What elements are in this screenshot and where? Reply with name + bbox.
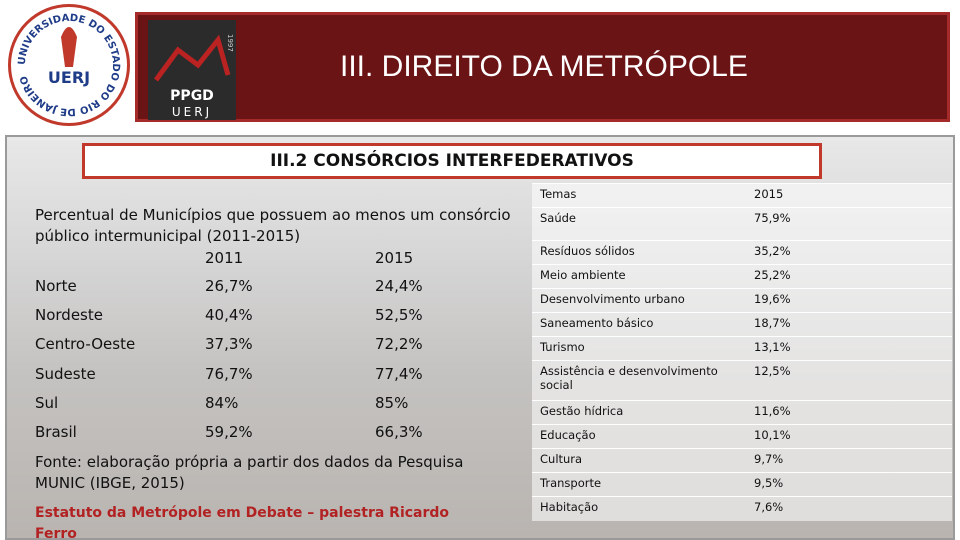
table-cell: 9,7% bbox=[754, 452, 784, 466]
table-row: Educação 10,1% bbox=[532, 424, 952, 449]
ppgd-year: 1997 bbox=[226, 34, 234, 52]
row-label: Brasil bbox=[35, 423, 77, 441]
table-row: Turismo 13,1% bbox=[532, 336, 952, 361]
table-cell: 72,2% bbox=[375, 335, 423, 354]
table-row: Cultura 9,7% bbox=[532, 448, 952, 473]
table-cell: 75,9% bbox=[754, 211, 791, 225]
ppgd-name: PPGD bbox=[170, 88, 214, 104]
ppgd-institution: UERJ bbox=[172, 105, 212, 119]
row-label: Meio ambiente bbox=[540, 268, 626, 282]
row-label: Turismo bbox=[540, 340, 585, 354]
table-row: Saúde 75,9% bbox=[532, 207, 952, 241]
source-note: Fonte: elaboração própria a partir dos d… bbox=[35, 453, 464, 492]
row-label: Transporte bbox=[540, 476, 602, 490]
table-row: Resíduos sólidos 35,2% bbox=[532, 240, 952, 265]
row-label: Nordeste bbox=[35, 306, 103, 325]
table-row: Meio ambiente 25,2% bbox=[532, 264, 952, 289]
table-cell: 9,5% bbox=[754, 476, 784, 490]
table-row: Gestão hídrica 11,6% bbox=[532, 400, 952, 425]
table-cell: 24,4% bbox=[375, 277, 423, 295]
row-label: Sudeste bbox=[35, 364, 96, 383]
row-label: Centro-Oeste bbox=[35, 335, 136, 354]
table-cell: 66,3% bbox=[375, 423, 423, 441]
table-row: Desenvolvimento urbano 19,6% bbox=[532, 288, 952, 313]
table-cell: 84% bbox=[205, 393, 239, 412]
row-label: Sul bbox=[35, 393, 59, 412]
table-row: Habitação 7,6% bbox=[532, 496, 952, 521]
table-row: Saneamento básico 18,7% bbox=[532, 312, 952, 337]
table-cell: 10,1% bbox=[754, 428, 791, 442]
row-label: Resíduos sólidos bbox=[540, 244, 635, 258]
row-label: Saúde bbox=[540, 211, 577, 225]
slide-title: III. DIREITO DA METRÓPOLE bbox=[340, 50, 748, 83]
column-header: 2011 bbox=[205, 249, 244, 267]
row-label: Gestão hídrica bbox=[540, 404, 624, 418]
table-row: Assistência e desenvolvimento social 12,5… bbox=[532, 360, 952, 401]
table-cell: 40,4% bbox=[205, 306, 253, 325]
row-label: Habitação bbox=[540, 500, 599, 514]
uerj-emblem: UNIVERSIDADE DO ESTADO DO RIO DE JANEIRO… bbox=[17, 13, 121, 117]
table-cell: 25,2% bbox=[754, 268, 791, 282]
row-label: Norte bbox=[35, 277, 77, 295]
table-cell: 11,6% bbox=[754, 404, 791, 418]
table-cell: 76,7% bbox=[205, 364, 253, 383]
table-cell: 77,4% bbox=[375, 364, 423, 383]
footer-note: Estatuto da Metrópole em Debate – palest… bbox=[35, 505, 450, 540]
table-cell: 19,6% bbox=[754, 292, 791, 306]
row-label: Temas bbox=[540, 187, 577, 201]
table-cell: 12,5% bbox=[754, 364, 791, 378]
row-label: Desenvolvimento urbano bbox=[540, 292, 685, 306]
table-cell: 18,7% bbox=[754, 316, 791, 330]
table-cell: 26,7% bbox=[205, 277, 253, 295]
subtitle: III.2 CONSÓRCIOS INTERFEDERATIVOS bbox=[82, 143, 822, 179]
row-label: Saneamento básico bbox=[540, 316, 654, 330]
table-cell: 37,3% bbox=[205, 335, 253, 354]
table-cell: 13,1% bbox=[754, 340, 791, 354]
ppgd-logo: PPGD UERJ 1997 bbox=[148, 20, 236, 120]
table-cell: 35,2% bbox=[754, 244, 791, 258]
table-cell: 59,2% bbox=[205, 423, 253, 441]
table-row: Temas 2015 bbox=[532, 183, 952, 208]
table-cell: 2015 bbox=[754, 187, 784, 201]
row-label: Educação bbox=[540, 428, 596, 442]
uerj-logo: UNIVERSIDADE DO ESTADO DO RIO DE JANEIRO… bbox=[8, 4, 130, 126]
header-bar bbox=[135, 12, 950, 122]
column-header: 2015 bbox=[375, 249, 414, 267]
table-cell: 52,5% bbox=[375, 306, 423, 325]
row-label: Cultura bbox=[540, 452, 583, 466]
table-row: Transporte 9,5% bbox=[532, 472, 952, 497]
uerj-name: UERJ bbox=[48, 68, 90, 87]
left-table-caption: Percentual de Municípios que possuem ao … bbox=[35, 206, 511, 245]
table-cell: 7,6% bbox=[754, 500, 784, 514]
table-cell: 85% bbox=[375, 393, 409, 412]
row-label: Assistência e desenvolvimento social bbox=[540, 364, 718, 392]
